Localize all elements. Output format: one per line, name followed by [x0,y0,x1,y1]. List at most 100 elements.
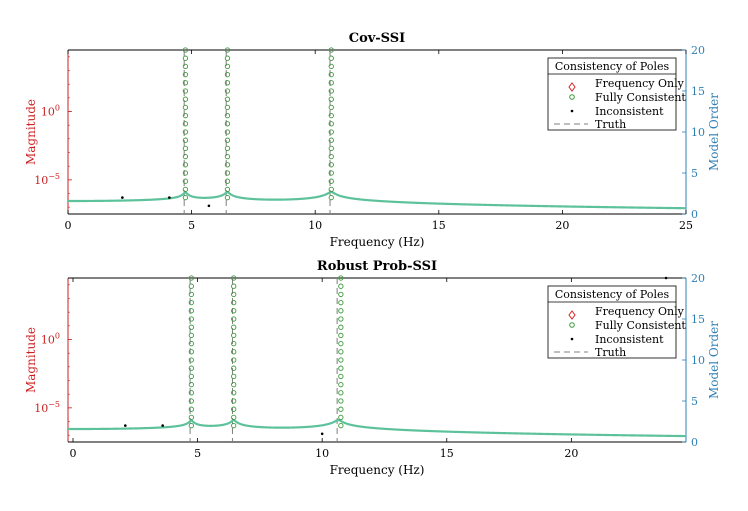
pole-fully-consistent [231,308,237,314]
pole-fully-consistent [182,129,189,135]
legend-label-truth: Truth [595,118,626,131]
legend-marker-inconsistent [570,337,574,341]
pole-fully-consistent [182,162,189,168]
x-tick-label: 25 [679,219,693,232]
plot-area: 0 5 10 15 20 25 100 10−5 0 5 10 15 20 [34,44,705,232]
pole-fully-consistent [188,414,195,421]
x-tick-label: 15 [432,219,446,232]
pole-fully-consistent [338,357,344,363]
pole-fully-consistent [182,96,189,102]
pole-fully-consistent [224,71,231,78]
x-tick-label: 0 [65,219,72,232]
pole-fully-consistent [231,275,237,281]
pole-fully-consistent [328,129,334,135]
pole-fully-consistent [182,80,189,86]
pole-fully-consistent [328,55,334,61]
pole-fully-consistent [188,357,195,363]
x-axis-label: Frequency (Hz) [330,235,425,249]
pole-fully-consistent [231,349,237,355]
pole-fully-consistent [328,80,334,86]
y-axis-right-label: Model Order [707,93,721,171]
y-tick-left-label: 100 [41,104,60,119]
legend-label-fully-consistent: Fully Consistent [595,91,686,104]
pole-fully-consistent [338,373,344,380]
pole-fully-consistent [338,398,344,404]
pole-fully-consistent [328,170,334,176]
pole-fully-consistent [188,406,195,412]
y-tick-right-label: 20 [691,272,705,285]
pole-fully-consistent [188,283,195,289]
pole-fully-consistent [328,96,334,102]
magnitude-curve [68,418,686,438]
pole-fully-consistent [224,170,231,176]
pole-fully-consistent [224,88,231,94]
y-tick-right-label: 15 [691,313,705,326]
pole-fully-consistent [182,186,189,193]
pole-fully-consistent [182,47,189,53]
pole-fully-consistent [338,283,344,289]
pole-fully-consistent [224,47,231,53]
pole-fully-consistent [231,332,237,339]
pole-fully-consistent [188,381,195,388]
pole-fully-consistent [231,316,237,322]
pole-fully-consistent [224,63,231,70]
pole-inconsistent [320,432,324,436]
pole-fully-consistent [224,96,231,102]
x-axis-label: Frequency (Hz) [330,463,425,477]
y-axis-left-label: Magnitude [24,99,38,165]
pole-fully-consistent [224,80,231,86]
legend-box [547,57,677,131]
pole-fully-consistent [231,357,237,363]
legend-box [547,285,677,359]
pole-fully-consistent [328,153,334,160]
pole-fully-consistent [224,129,231,135]
pole-fully-consistent [338,349,344,355]
pole-fully-consistent [182,137,189,143]
y-axis-left-label: Magnitude [24,327,38,393]
pole-fully-consistent [328,178,334,184]
legend-marker-frequency-only [568,310,576,320]
pole-fully-consistent [231,414,237,421]
x-tick-label: 10 [315,447,329,460]
pole-fully-consistent [188,340,195,347]
pole-fully-consistent [328,63,334,70]
pole-fully-consistent [182,145,189,152]
pole-fully-consistent [188,390,195,396]
pole-fully-consistent [188,422,195,429]
legend-label-inconsistent: Inconsistent [595,333,664,346]
pole-fully-consistent [231,283,237,289]
pole-fully-consistent [224,186,231,193]
y-tick-right-label: 10 [691,354,705,367]
pole-fully-consistent [328,47,334,53]
pole-fully-consistent [188,365,195,371]
pole-fully-consistent [328,121,334,127]
legend-label-inconsistent: Inconsistent [595,105,664,118]
pole-fully-consistent [224,121,231,127]
pole-fully-consistent [224,137,231,143]
pole-fully-consistent [182,121,189,127]
x-tick-label: 15 [440,447,454,460]
y-tick-right-label: 0 [691,436,698,449]
pole-fully-consistent [182,153,189,160]
pole-fully-consistent [231,291,237,298]
y-tick-right-label: 10 [691,126,705,139]
legend-label-fully-consistent: Fully Consistent [595,319,686,332]
pole-fully-consistent [231,373,237,380]
y-tick-left-label: 10−5 [34,400,60,415]
pole-fully-consistent [338,308,344,314]
pole-fully-consistent [328,162,334,168]
legend: Consistency of Poles Frequency Only Full… [547,285,686,359]
pole-fully-consistent [231,340,237,347]
pole-fully-consistent [338,324,344,330]
pole-fully-consistent [182,63,189,70]
pole-fully-consistent [188,349,195,355]
y-axis-right-label: Model Order [707,321,721,399]
pole-fully-consistent [188,275,195,281]
pole-fully-consistent [224,104,231,111]
magnitude-curve [68,190,687,210]
pole-fully-consistent [338,365,344,371]
pole-inconsistent [161,424,164,427]
pole-fully-consistent [338,316,344,322]
pole-fully-consistent [231,365,237,371]
